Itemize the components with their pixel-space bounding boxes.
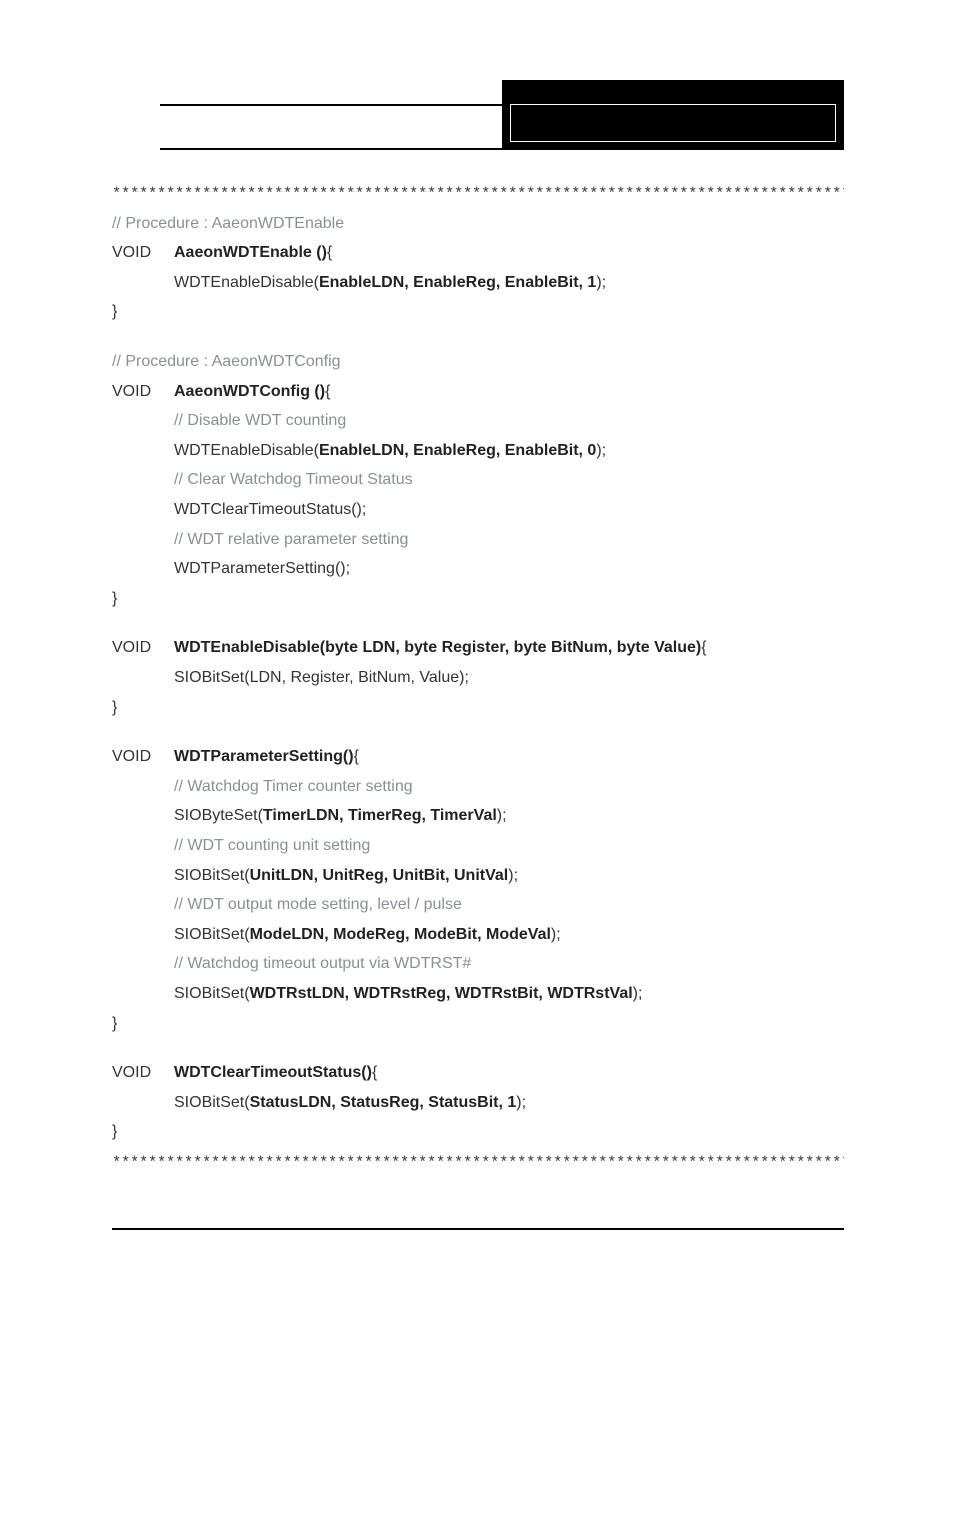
brace-close: }	[112, 1009, 844, 1039]
call-prefix: SIOByteSet(	[174, 807, 263, 824]
call-suffix: );	[508, 867, 518, 884]
proc-wdtcleartimeoutstatus: VOIDWDTClearTimeoutStatus(){ SIOBitSet(S…	[112, 1058, 844, 1147]
func-sig: WDTParameterSetting()	[174, 748, 354, 765]
call-prefix: WDTEnableDisable(	[174, 442, 319, 459]
comment-line: // Procedure : AaeonWDTConfig	[112, 347, 844, 377]
call-args: WDTRstLDN, WDTRstReg, WDTRstBit, WDTRstV…	[250, 985, 633, 1002]
proc-aaeonwdtenable: // Procedure : AaeonWDTEnable VOIDAaeonW…	[112, 209, 844, 327]
call-prefix: SIOBitSet(	[174, 867, 250, 884]
func-sig: WDTEnableDisable(byte LDN, byte Register…	[174, 639, 701, 656]
call-args: EnableLDN, EnableReg, EnableBit, 1	[319, 274, 596, 291]
header-right-inner	[510, 104, 836, 142]
comment-line: // Procedure : AaeonWDTEnable	[112, 209, 844, 239]
proc-aaeonwdtconfig: // Procedure : AaeonWDTConfig VOIDAaeonW…	[112, 347, 844, 613]
proc-wdtparametersetting: VOIDWDTParameterSetting(){ // Watchdog T…	[112, 742, 844, 1038]
call-suffix: );	[596, 274, 606, 291]
comment-line: // Watchdog Timer counter setting	[112, 772, 844, 802]
code-content: ****************************************…	[112, 180, 844, 1178]
comment-line: // Clear Watchdog Timeout Status	[112, 465, 844, 495]
call-suffix: );	[497, 807, 507, 824]
call-args: TimerLDN, TimerReg, TimerVal	[263, 807, 497, 824]
signature-line: VOIDAaeonWDTEnable (){	[112, 238, 844, 268]
call-suffix: );	[633, 985, 643, 1002]
comment-line: // WDT counting unit setting	[112, 831, 844, 861]
call-prefix: SIOBitSet(	[174, 985, 250, 1002]
header-right-box	[502, 80, 844, 150]
brace-open: {	[701, 639, 706, 656]
signature-line: VOIDWDTParameterSetting(){	[112, 742, 844, 772]
code-line: SIOBitSet(WDTRstLDN, WDTRstReg, WDTRstBi…	[112, 979, 844, 1009]
comment-line: // Disable WDT counting	[112, 406, 844, 436]
signature-line: VOIDAaeonWDTConfig (){	[112, 377, 844, 407]
brace-close: }	[112, 584, 844, 614]
code-line: WDTClearTimeoutStatus();	[112, 495, 844, 525]
footer-rule	[112, 1228, 844, 1230]
func-sig: AaeonWDTEnable ()	[174, 244, 327, 261]
comment-line: // WDT relative parameter setting	[112, 525, 844, 555]
keyword-void: VOID	[112, 1058, 174, 1088]
code-line: WDTParameterSetting();	[112, 554, 844, 584]
divider-stars-bottom: ****************************************…	[112, 1149, 844, 1178]
keyword-void: VOID	[112, 238, 174, 268]
code-line: SIOByteSet(TimerLDN, TimerReg, TimerVal)…	[112, 801, 844, 831]
call-suffix: );	[516, 1094, 526, 1111]
call-suffix: );	[596, 442, 606, 459]
comment-line: // WDT output mode setting, level / puls…	[112, 890, 844, 920]
code-line: SIOBitSet(LDN, Register, BitNum, Value);	[112, 663, 844, 693]
call-suffix: );	[551, 926, 561, 943]
brace-open: {	[327, 244, 332, 261]
page-header	[160, 80, 844, 150]
divider-stars-top: ****************************************…	[112, 180, 844, 209]
call-prefix: SIOBitSet(	[174, 1094, 250, 1111]
brace-open: {	[372, 1064, 377, 1081]
func-sig: WDTClearTimeoutStatus()	[174, 1064, 372, 1081]
call-args: EnableLDN, EnableReg, EnableBit, 0	[319, 442, 596, 459]
header-left-box	[160, 80, 502, 150]
signature-line: VOIDWDTClearTimeoutStatus(){	[112, 1058, 844, 1088]
header-left-inner	[160, 104, 502, 150]
call-args: UnitLDN, UnitReg, UnitBit, UnitVal	[250, 867, 509, 884]
keyword-void: VOID	[112, 742, 174, 772]
brace-open: {	[325, 383, 330, 400]
proc-wdtenabledisable: VOIDWDTEnableDisable(byte LDN, byte Regi…	[112, 633, 844, 722]
comment-line: // Watchdog timeout output via WDTRST#	[112, 949, 844, 979]
brace-close: }	[112, 297, 844, 327]
signature-line: VOIDWDTEnableDisable(byte LDN, byte Regi…	[112, 633, 844, 663]
brace-close: }	[112, 1117, 844, 1147]
call-args: StatusLDN, StatusReg, StatusBit, 1	[250, 1094, 517, 1111]
code-line: SIOBitSet(UnitLDN, UnitReg, UnitBit, Uni…	[112, 861, 844, 891]
code-line: WDTEnableDisable(EnableLDN, EnableReg, E…	[112, 436, 844, 466]
brace-close: }	[112, 693, 844, 723]
code-line: WDTEnableDisable(EnableLDN, EnableReg, E…	[112, 268, 844, 298]
brace-open: {	[354, 748, 359, 765]
keyword-void: VOID	[112, 377, 174, 407]
call-prefix: SIOBitSet(	[174, 926, 250, 943]
func-sig: AaeonWDTConfig ()	[174, 383, 325, 400]
call-prefix: WDTEnableDisable(	[174, 274, 319, 291]
code-line: SIOBitSet(ModeLDN, ModeReg, ModeBit, Mod…	[112, 920, 844, 950]
keyword-void: VOID	[112, 633, 174, 663]
code-line: SIOBitSet(StatusLDN, StatusReg, StatusBi…	[112, 1088, 844, 1118]
call-args: ModeLDN, ModeReg, ModeBit, ModeVal	[250, 926, 551, 943]
